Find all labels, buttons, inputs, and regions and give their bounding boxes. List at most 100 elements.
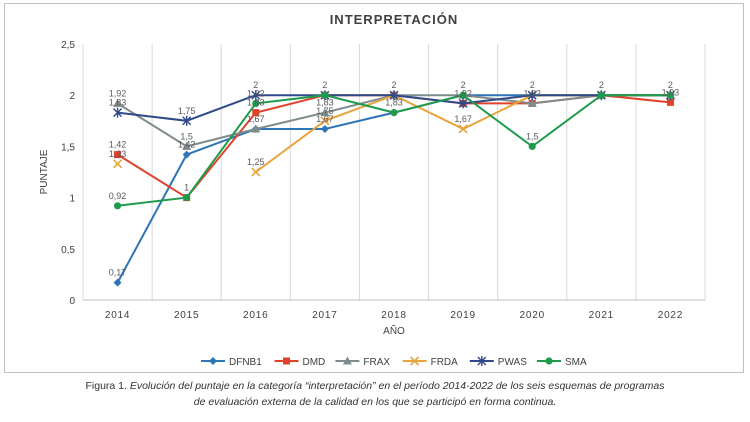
x-tick-label: 2017 <box>312 310 337 321</box>
data-label: 1,92 <box>454 88 472 98</box>
data-point <box>458 98 468 109</box>
data-point <box>113 98 123 107</box>
data-point <box>251 90 261 101</box>
marker-diamond <box>209 357 217 365</box>
data-label: 1,67 <box>454 114 472 124</box>
y-axis-title: PUNTAJE <box>39 149 50 194</box>
data-label: 1,5 <box>180 131 193 141</box>
x-tick-label: 2016 <box>243 310 268 321</box>
x-tick-label: 2019 <box>450 310 475 321</box>
data-label: 1,83 <box>316 98 334 108</box>
data-point <box>527 98 537 107</box>
legend-label: PWAS <box>498 357 527 368</box>
marker-circle <box>528 142 536 150</box>
series-pwas <box>113 90 675 126</box>
legend-label: FRAX <box>363 357 390 368</box>
data-point <box>113 202 122 210</box>
marker-triangle <box>527 98 537 107</box>
data-label: 1,67 <box>247 114 265 124</box>
x-tick-label: 2015 <box>174 310 199 321</box>
data-label: 1,5 <box>526 131 539 141</box>
data-label: 1,83 <box>385 98 403 108</box>
data-point <box>251 167 261 177</box>
data-label: 2 <box>322 80 327 90</box>
data-point <box>182 150 191 159</box>
marker-square <box>666 98 674 106</box>
y-tick-label: 1 <box>69 194 75 205</box>
data-point <box>182 141 192 150</box>
marker-circle <box>390 109 398 117</box>
y-tick-label: 2 <box>69 91 75 102</box>
caption-text-1: Evolución del puntaje en la categoría “i… <box>129 380 665 392</box>
marker-diamond <box>182 150 191 159</box>
data-point <box>252 109 260 117</box>
marker-triangle <box>320 108 330 117</box>
data-label: 2 <box>599 80 604 90</box>
legend: DFNB1 DMD FRAX FRDA PWAS SMA <box>201 356 587 368</box>
legend-item: SMA <box>537 357 587 368</box>
caption-text-2: de evaluación externa de la calidad en l… <box>193 396 557 408</box>
data-point <box>459 91 467 99</box>
marker-triangle <box>342 356 352 365</box>
data-label: 0,92 <box>109 191 127 201</box>
y-tick-label: 1,5 <box>61 142 75 153</box>
x-tick-label: 2018 <box>381 310 406 321</box>
data-label: 1,33 <box>109 149 127 159</box>
marker-x <box>251 167 261 177</box>
data-label: 1,75 <box>316 106 334 116</box>
figure-caption-line-1: Figura 1. Evolución del puntaje en la ca… <box>0 378 750 394</box>
data-point <box>113 107 123 118</box>
marker-circle <box>183 194 191 202</box>
marker-x <box>112 159 123 169</box>
marker-triangle <box>182 141 192 150</box>
legend-marker <box>209 357 217 365</box>
marker-star <box>389 90 399 101</box>
data-point <box>320 116 330 126</box>
marker-star <box>182 115 192 126</box>
marker-triangle <box>251 124 261 133</box>
legend-item: FRAX <box>335 356 390 368</box>
series-line <box>116 94 671 284</box>
data-point <box>390 109 398 117</box>
data-point <box>252 99 260 107</box>
legend-label: FRDA <box>431 357 459 368</box>
marker-x <box>458 124 468 134</box>
data-point <box>182 115 192 126</box>
marker-star <box>527 90 537 101</box>
data-point <box>321 91 329 99</box>
chart-frame: INTERPRETACIÓN 0 0,5 1 1,5 2 2,5 2014 2015 2016 20… <box>4 3 744 373</box>
x-axis-title: AÑO <box>383 324 405 337</box>
data-label: 1,93 <box>662 87 680 97</box>
data-label: 2 <box>253 80 258 90</box>
marker-star <box>113 107 123 118</box>
data-label: 2 <box>461 80 466 90</box>
data-label: 1,42 <box>109 140 127 150</box>
data-label: 1,25 <box>247 157 265 167</box>
legend-label: SMA <box>565 357 587 368</box>
data-point <box>389 90 399 101</box>
x-tick-label: 2021 <box>589 310 614 321</box>
data-label: 0,17 <box>109 268 127 278</box>
data-point <box>113 278 122 287</box>
figure-caption-line-2: de evaluación externa de la calidad en l… <box>0 394 750 410</box>
data-point <box>458 124 468 134</box>
marker-circle <box>459 91 467 99</box>
series-sma <box>113 91 675 210</box>
y-tick-label: 0 <box>69 296 75 307</box>
marker-star <box>477 356 487 366</box>
legend-marker <box>477 356 487 366</box>
caption-prefix: Figura 1. <box>85 380 130 392</box>
data-point <box>320 108 330 117</box>
legend-label: DFNB1 <box>229 357 262 368</box>
marker-x <box>410 356 420 366</box>
data-label: 1,92 <box>523 88 541 98</box>
x-tick-label: 2014 <box>105 310 130 321</box>
data-point <box>527 90 537 101</box>
marker-square <box>283 357 290 365</box>
data-point <box>251 124 261 133</box>
data-point <box>528 142 536 150</box>
legend-marker <box>342 356 352 365</box>
data-point <box>666 91 675 99</box>
data-label: 1,42 <box>178 140 196 150</box>
